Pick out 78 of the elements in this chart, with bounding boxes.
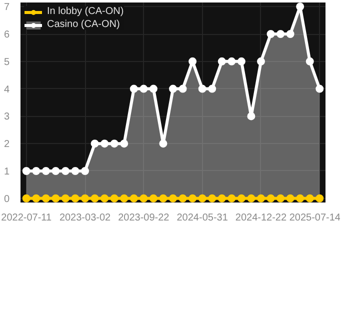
point [237,57,246,66]
x-tick-label: 2025-07-14 [289,212,341,224]
point [110,140,118,148]
point [256,57,265,66]
point [266,30,275,38]
point [178,194,187,202]
point [286,194,294,202]
point [306,194,314,202]
point [100,140,109,148]
point [208,84,216,93]
y-tick-label: 2 [4,139,10,150]
point [71,167,80,175]
point [90,194,99,202]
point [140,194,148,202]
point [286,30,294,38]
point [306,57,314,66]
legend-label: In lobby (CA-ON) [47,6,124,17]
point [218,57,226,66]
x-tick-label: 2023-09-22 [118,212,170,224]
point [159,140,168,148]
point [130,194,138,202]
point [266,194,275,202]
point [71,194,80,202]
point [316,84,324,93]
x-tick-label: 2023-03-02 [59,212,112,224]
point [42,194,50,202]
point [188,57,197,66]
x-tick-label: 2024-05-31 [176,212,228,224]
point [100,194,109,202]
point [237,194,246,202]
point [256,194,265,202]
point [247,112,256,120]
point [81,167,90,175]
point [110,194,118,202]
point [208,194,216,202]
point [22,167,30,175]
y-tick-label: 3 [4,112,10,123]
legend-label: Casino (CA-ON) [47,19,120,30]
point [276,30,285,38]
y-tick-label: 6 [4,30,10,41]
point [247,194,256,202]
point [140,84,148,93]
point [42,167,50,175]
point [32,194,40,202]
y-tick-label: 4 [4,84,10,96]
point [169,84,177,93]
point [159,194,168,202]
point [61,194,70,202]
point [188,194,197,202]
point [296,194,304,202]
point [90,140,99,148]
point [52,167,60,175]
y-tick-label: 0 [4,194,10,205]
point [178,84,187,93]
point [198,194,206,202]
point [130,84,138,93]
point [316,194,324,202]
point [120,194,128,202]
point [61,167,70,175]
x-tick-label: 2022-07-11 [1,212,52,224]
point [276,194,285,202]
point [228,194,236,202]
point [52,194,60,202]
point [169,194,177,202]
point [120,140,128,148]
point [296,2,304,11]
point [149,84,158,93]
point [228,57,236,66]
point [218,194,226,202]
point [198,84,206,93]
x-tick-label: 2024-12-22 [235,212,287,224]
point [81,194,90,202]
point [149,194,158,202]
point [32,167,40,175]
y-tick-label: 7 [4,2,10,14]
point [22,194,30,202]
y-tick-label: 1 [4,166,10,178]
y-tick-label: 5 [4,56,10,68]
